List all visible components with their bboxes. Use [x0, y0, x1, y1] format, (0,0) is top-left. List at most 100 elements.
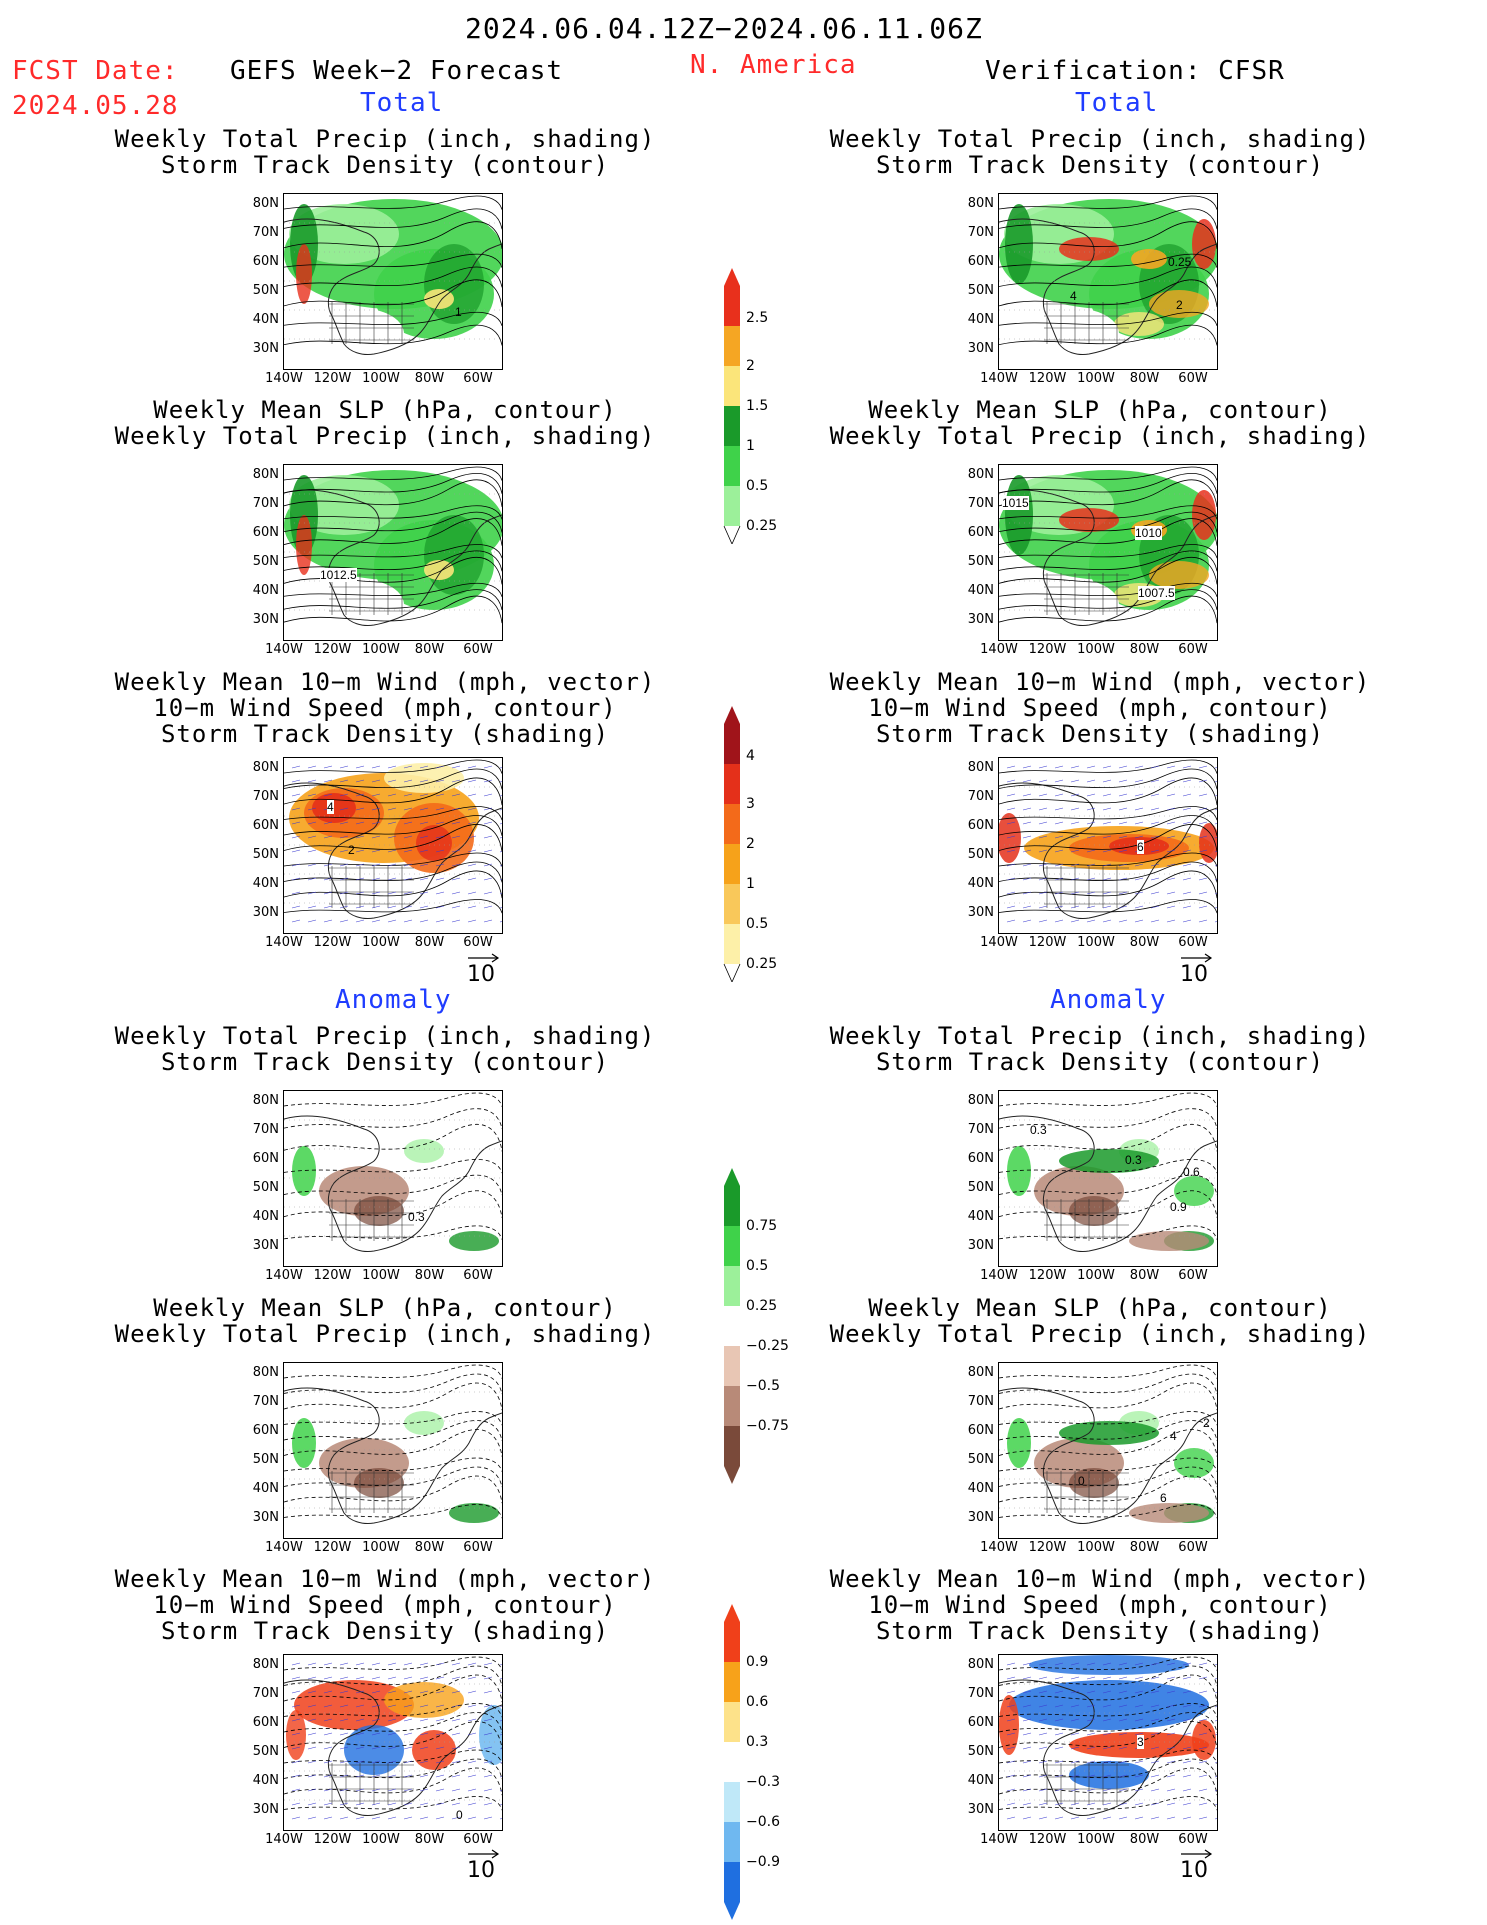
wind-vector: [1102, 765, 1112, 769]
wind-vector: [307, 1816, 317, 1820]
wind-vector: [323, 1774, 333, 1778]
wind-vector: [467, 891, 477, 895]
wind-vector: [1182, 1802, 1192, 1806]
wind-vector: [339, 1760, 349, 1764]
wind-vector: [1166, 1704, 1176, 1708]
wind-vector: [1006, 779, 1016, 783]
wind-vector: [307, 1774, 317, 1778]
wind-vector: [1150, 1690, 1160, 1694]
field-shade: [1039, 309, 1119, 359]
wind-vector: [435, 1746, 445, 1750]
wind-vector: [451, 821, 461, 825]
map-anom-precip-track-left: [283, 1090, 503, 1267]
wind-vector: [1150, 779, 1160, 783]
wind-vector: [403, 849, 413, 853]
wind-vector: [1054, 863, 1064, 867]
colorbar-tick-label: −0.5: [746, 1378, 780, 1394]
map-field: [284, 758, 502, 933]
colorbar-tick-label: 0.25: [746, 956, 778, 972]
lon-tick-label: 120W: [1028, 935, 1067, 950]
wind-vector: [1214, 1664, 1217, 1666]
wind-vector: [1006, 765, 1016, 769]
wind-vector: [1086, 1704, 1096, 1708]
wind-vector: [307, 905, 317, 909]
field-shade: [384, 763, 464, 793]
wind-vector: [1006, 1746, 1016, 1750]
contour-line: [284, 473, 502, 494]
wind-vector: [387, 1760, 397, 1764]
wind-vector: [1070, 821, 1080, 825]
wind-vector: [291, 905, 301, 909]
contour-line: [284, 1108, 502, 1130]
wind-vector: [1102, 1718, 1112, 1722]
wind-vector: [1022, 1760, 1032, 1764]
wind-vector: [467, 1718, 477, 1722]
contour-line: [999, 1457, 1217, 1472]
wind-vector: [1102, 905, 1112, 909]
wind-vector: [451, 919, 461, 923]
wind-vector: [1102, 1788, 1112, 1792]
wind-vector: [323, 1760, 333, 1764]
wind-vector: [1102, 835, 1112, 839]
lon-tick-label: 100W: [1077, 1832, 1115, 1847]
wind-vector: [355, 1760, 365, 1764]
wind-vector: [1070, 1774, 1080, 1778]
contour-line: [999, 512, 1217, 533]
wind-vector: [403, 1774, 413, 1778]
wind-vector: [451, 1760, 461, 1764]
wind-vector: [323, 1662, 333, 1666]
map-field: [999, 758, 1217, 933]
colorbar-tick-label: 3: [746, 796, 755, 812]
map-total-precip-track-right: [998, 193, 1218, 370]
coastline: [284, 489, 502, 626]
wind-vector: [355, 779, 365, 783]
lon-tick-label: 140W: [980, 935, 1018, 950]
wind-vector: [1086, 821, 1096, 825]
wind-vector: [1022, 863, 1032, 867]
contour-label: 1015: [1002, 496, 1029, 510]
lat-tick-label: 80N: [967, 1093, 994, 1108]
wind-vector: [419, 1802, 429, 1806]
wind-vector: [1118, 1662, 1128, 1666]
wind-vector: [1214, 879, 1217, 881]
panel-title-anom-slp-precip-right: Weekly Mean SLP (hPa, contour) Weekly Tot…: [829, 1294, 1371, 1348]
lat-tick-label: 30N: [252, 1238, 279, 1253]
contour-line: [284, 777, 502, 806]
lon-tick-label: 120W: [1028, 642, 1067, 657]
lat-tick-label: 70N: [252, 1394, 279, 1409]
wind-vector: [1038, 1788, 1048, 1792]
wind-vector: [1038, 1704, 1048, 1708]
wind-vector: [1134, 1816, 1144, 1820]
wind-vector: [435, 779, 445, 783]
wind-vector: [419, 849, 429, 853]
wind-vector: [371, 877, 381, 881]
wind-vector: [1166, 1662, 1176, 1666]
lon-tick-label: 120W: [313, 1832, 352, 1847]
wind-vector: [483, 891, 493, 895]
wind-vector: [307, 835, 317, 839]
field-shade: [1029, 1655, 1189, 1675]
contour-line: [999, 1411, 1217, 1426]
wind-vector: [355, 1704, 365, 1708]
field-shade: [1059, 237, 1119, 261]
map-field: [999, 1363, 1217, 1538]
wind-vector: [451, 1704, 461, 1708]
wind-vector: [355, 1662, 365, 1666]
wind-vector: [339, 905, 349, 909]
wind-vector: [435, 1760, 445, 1764]
wind-vector: [323, 849, 333, 853]
vector-reference-anom-left: 10: [467, 1849, 500, 1883]
wind-vector: [387, 1746, 397, 1750]
wind-vector: [1022, 919, 1032, 923]
contour-line: [284, 806, 502, 821]
contour-line: [284, 815, 502, 836]
lon-tick-label: 80W: [414, 642, 445, 657]
lat-tick-label: 30N: [252, 905, 279, 920]
contour-line: [999, 279, 1217, 308]
wind-vector: [355, 807, 365, 811]
wind-vector: [339, 1746, 349, 1750]
field-shade: [1007, 1146, 1031, 1196]
lat-tick-label: 80N: [252, 1365, 279, 1380]
wind-vector: [339, 835, 349, 839]
wind-vector: [1006, 1718, 1016, 1722]
